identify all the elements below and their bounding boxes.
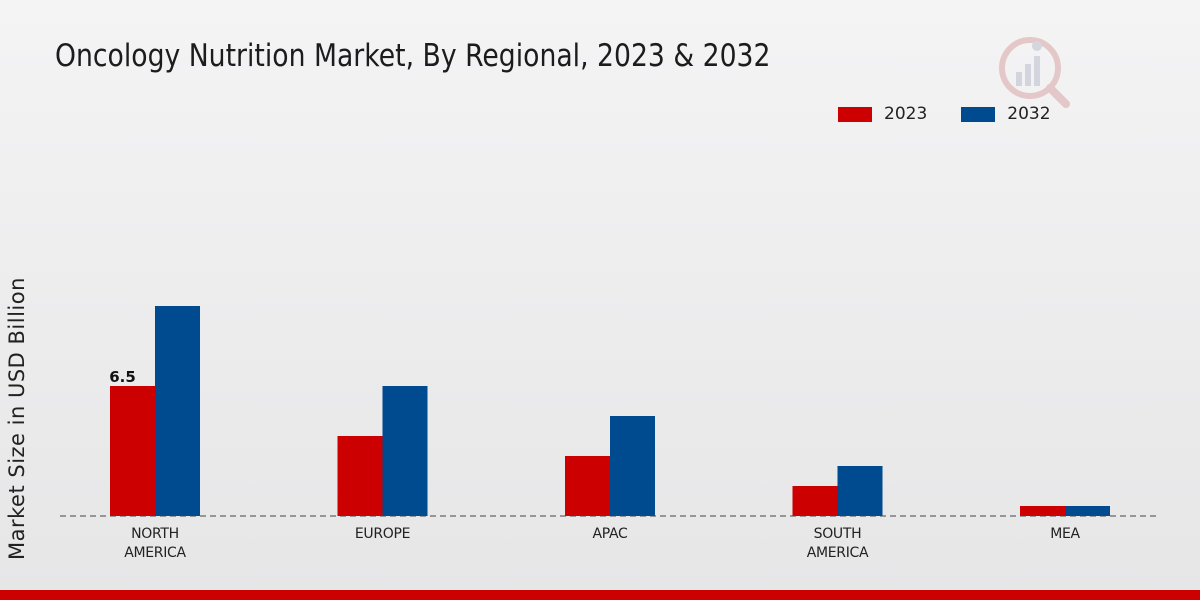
bar-2023-apac: [565, 456, 610, 516]
legend-item-2023: 2023: [838, 104, 927, 124]
legend-swatch-2023: [838, 106, 872, 122]
bar-2023-europe: [337, 436, 383, 516]
footer-accent-bar: [0, 590, 1200, 600]
bar-2023-mea: [1020, 506, 1065, 516]
bar-2032-south-america: [837, 466, 883, 516]
legend-item-2032: 2032: [961, 104, 1051, 124]
bar-2023-south-america: [792, 486, 838, 516]
bar-2032-apac: [610, 416, 655, 516]
legend-swatch-2032: [961, 106, 996, 122]
x-tick-label-north-america: NORTH AMERICA: [124, 526, 186, 561]
bar-2032-mea: [1065, 506, 1110, 516]
x-tick-label-mea: MEA: [1050, 526, 1080, 542]
legend-label-2023: 2023: [884, 104, 928, 124]
x-tick-label-south-america: SOUTH AMERICA: [807, 526, 869, 561]
watermark-logo-icon: [999, 37, 1070, 108]
bar-2032-europe: [382, 386, 428, 516]
bar-2023-north-america: [110, 386, 155, 516]
bar-2032-north-america: [155, 306, 200, 516]
x-tick-label-europe: EUROPE: [355, 526, 410, 542]
legend-label-2032: 2032: [1007, 104, 1051, 124]
chart-legend: 2023 2032: [838, 104, 1085, 124]
x-tick-label-apac: APAC: [592, 526, 628, 542]
data-label-2023-0: 6.5: [109, 368, 136, 386]
chart-title: Oncology Nutrition Market, By Regional, …: [55, 38, 771, 74]
